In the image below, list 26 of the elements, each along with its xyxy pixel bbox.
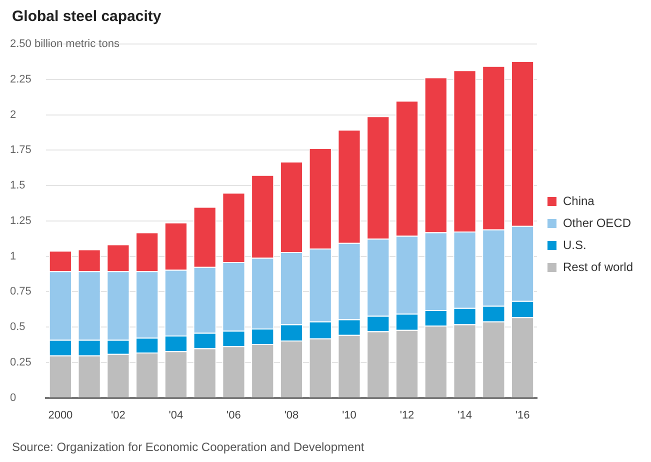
y-tick-label: 1.25 <box>10 214 32 227</box>
y-tick-label: 2 <box>10 108 16 121</box>
x-tick-label: '06 <box>226 409 241 422</box>
y-tick-label: 0 <box>10 392 16 404</box>
x-tick-label: '04 <box>168 409 184 422</box>
legend-label: Rest of world <box>562 260 634 274</box>
x-tick-label: '08 <box>284 409 299 422</box>
y-tick-label: 1 <box>10 250 16 262</box>
x-tick-label: '14 <box>458 409 472 422</box>
x-tick-label: '10 <box>342 409 356 422</box>
legend-label: Other OECD <box>562 216 632 230</box>
x-tick-label: '12 <box>400 409 414 422</box>
y-tick-label: 1.5 <box>10 180 26 192</box>
y-tick-label: 0.25 <box>10 356 32 368</box>
chart-title: Global steel capacity <box>12 8 162 25</box>
y-tick-label: 2.50 billion metric tons <box>10 38 120 50</box>
y-tick-label: 2.25 <box>10 73 32 86</box>
y-tick-label: 1.75 <box>10 144 32 156</box>
y-tick-label: 0.75 <box>10 286 32 298</box>
legend-label: U.S. <box>562 238 586 252</box>
y-tick-label: 0.5 <box>10 321 26 334</box>
x-tick-label: 2000 <box>48 409 73 422</box>
legend-label: China <box>562 194 595 208</box>
source-note: Source: Organization for Economic Cooperation and Development <box>12 440 364 454</box>
x-tick-label: '02 <box>111 409 126 422</box>
x-tick-label: '16 <box>515 409 530 422</box>
